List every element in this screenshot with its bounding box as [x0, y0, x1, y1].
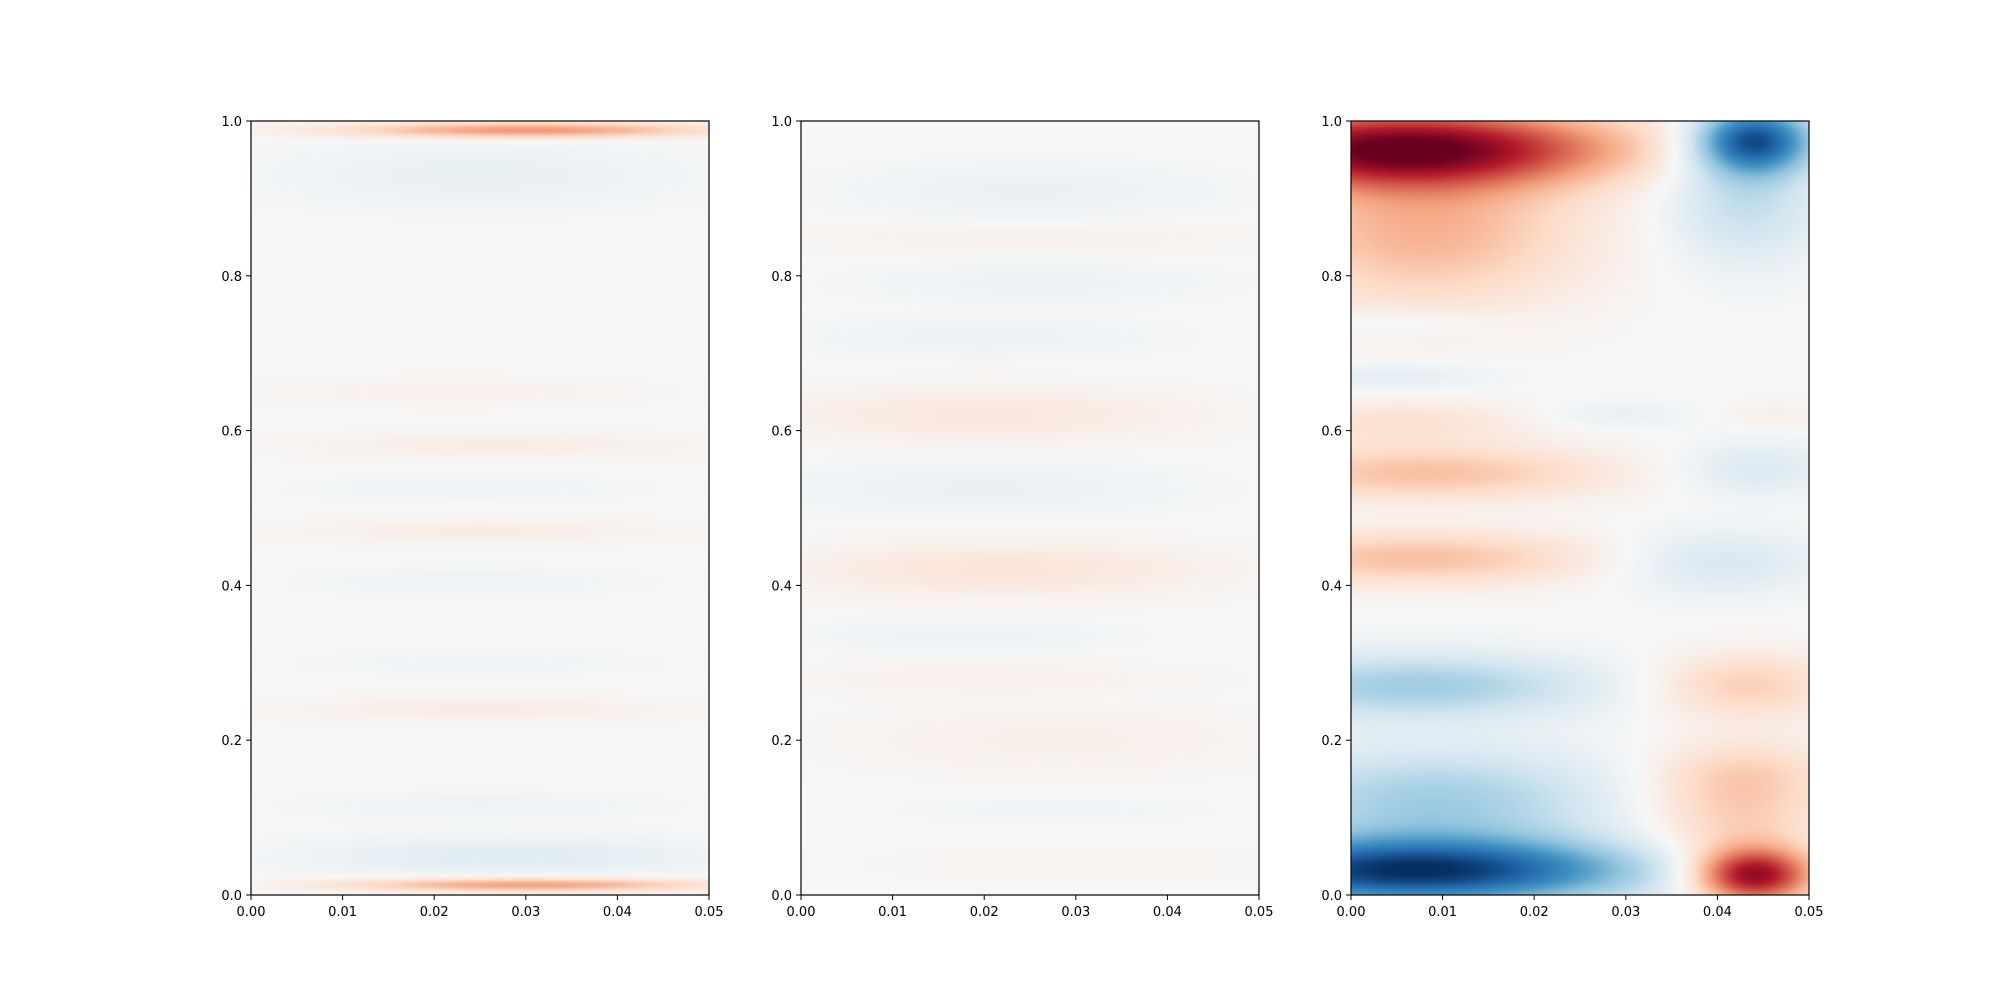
axes-frame [1350, 120, 1810, 896]
x-tick-label: 0.02 [970, 905, 999, 920]
x-tick-label: 0.02 [420, 905, 449, 920]
y-tick-label: 0.6 [221, 425, 242, 440]
x-tick-label: 0.00 [1337, 905, 1366, 920]
x-tick-label: 0.03 [511, 905, 540, 920]
y-tick-label: 1.0 [221, 115, 242, 130]
y-tick-label: 0.0 [771, 889, 792, 904]
x-tick-label: 0.01 [328, 905, 357, 920]
y-tick-label: 0.8 [771, 270, 792, 285]
y-tick-label: 0.0 [1321, 889, 1342, 904]
y-tick-label: 0.2 [1321, 734, 1342, 749]
y-tick-label: 0.4 [221, 579, 242, 594]
x-tick-label: 0.04 [1703, 905, 1732, 920]
heatmap-panel-1: 0.00 0.01 0.02 0.03 0.04 0.05 0.0 0.2 0.4 0.6 0.8 1… [221, 115, 723, 920]
x-tick-label: 0.02 [1520, 905, 1549, 920]
y-tick-label: 0.8 [221, 270, 242, 285]
x-tick-label: 0.03 [1611, 905, 1640, 920]
heatmap-panel-2: 0.00 0.01 0.02 0.03 0.04 0.05 0.0 0.2 0.4 0.6 0.8 1… [771, 115, 1273, 920]
x-tick-label: 0.04 [603, 905, 632, 920]
axes-frame [250, 120, 710, 896]
x-tick-label: 0.01 [878, 905, 907, 920]
x-tick-label: 0.04 [1153, 905, 1182, 920]
axes-frame [800, 120, 1260, 896]
y-tick-label: 0.2 [771, 734, 792, 749]
y-tick-label: 0.2 [221, 734, 242, 749]
heatmap-image [1351, 121, 1809, 895]
x-tick-label: 0.05 [1245, 905, 1274, 920]
x-tick-label: 0.00 [237, 905, 266, 920]
x-tick-label: 0.05 [695, 905, 724, 920]
x-tick-label: 0.00 [787, 905, 816, 920]
y-tick-label: 0.0 [221, 889, 242, 904]
y-tick-label: 0.4 [1321, 579, 1342, 594]
y-tick-label: 0.6 [771, 425, 792, 440]
y-tick-label: 0.4 [771, 579, 792, 594]
y-tick-label: 1.0 [1321, 115, 1342, 130]
x-tick-label: 0.05 [1795, 905, 1824, 920]
y-tick-label: 1.0 [771, 115, 792, 130]
x-tick-label: 0.03 [1061, 905, 1090, 920]
heatmap-panel-3: 0.00 0.01 0.02 0.03 0.04 0.05 0.0 0.2 0.4 0.6 0.8 1… [1321, 115, 1823, 920]
x-tick-label: 0.01 [1428, 905, 1457, 920]
y-tick-label: 0.8 [1321, 270, 1342, 285]
heatmap-image [801, 121, 1259, 895]
y-tick-label: 0.6 [1321, 425, 1342, 440]
heatmap-image [251, 121, 709, 895]
